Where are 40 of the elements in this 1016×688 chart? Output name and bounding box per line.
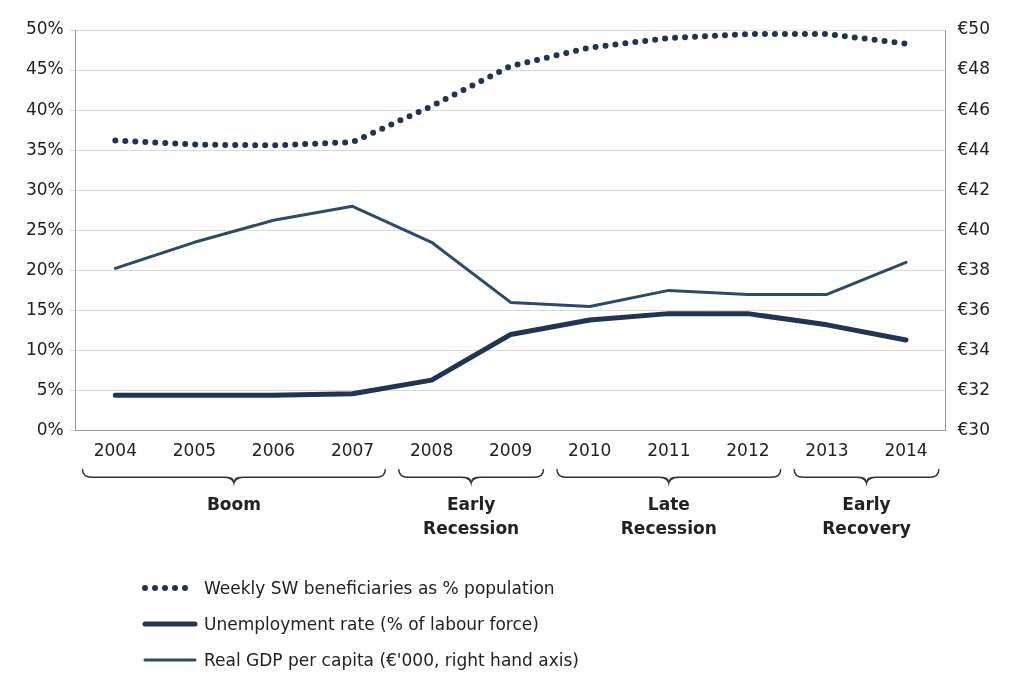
text: Early Recession [423, 493, 520, 538]
y2-tick-label: €48 [957, 58, 991, 79]
y2-tick-label: €46 [957, 98, 991, 119]
y-tick-label: 35% [25, 138, 64, 159]
y-tick-label: 25% [25, 218, 64, 239]
text: Early Recovery [822, 493, 911, 538]
y2-tick-label: €30 [957, 419, 991, 440]
y-tick-label: 20% [25, 258, 64, 279]
y-tick-label: 10% [25, 338, 64, 359]
x-tick-label: 2007 [330, 440, 375, 461]
y-tick-label: 40% [25, 98, 64, 119]
y-tick-label: 45% [25, 58, 64, 79]
x-tick-label: 2014 [884, 440, 928, 461]
x-tick-label: 2012 [726, 440, 770, 461]
x-tick-label: 2005 [172, 440, 217, 461]
text: Late Recession [620, 493, 717, 538]
y2-tick-label: €32 [957, 378, 991, 399]
y-tick-label: 15% [25, 298, 64, 319]
y2-tick-label: €42 [957, 178, 991, 199]
x-tick-label: 2006 [251, 440, 296, 461]
x-tick-label: 2009 [489, 440, 533, 461]
legend-label: Unemployment rate (% of labour force) [204, 614, 539, 634]
y2-tick-label: €36 [957, 298, 991, 319]
y-tick-label: 30% [25, 178, 64, 199]
x-tick-label: 2011 [647, 440, 691, 461]
x-tick-label: 2008 [409, 440, 454, 461]
x-tick-label: 2013 [805, 440, 849, 461]
y-tick-label: 0% [36, 419, 64, 440]
y2-tick-label: €50 [957, 18, 991, 39]
x-tick-label: 2004 [93, 440, 137, 461]
y2-tick-label: €40 [957, 218, 991, 239]
y-tick-label: 5% [36, 378, 64, 399]
y2-tick-label: €44 [957, 138, 991, 159]
legend-label: Weekly SW beneficiaries as % population [204, 578, 555, 598]
legend-label: Real GDP per capita (€'000, right hand axis) [204, 650, 579, 670]
text: Boom [206, 493, 261, 514]
y-tick-label: 50% [25, 18, 64, 39]
y2-tick-label: €34 [957, 338, 991, 359]
x-tick-label: 2010 [568, 440, 612, 461]
y2-tick-label: €38 [957, 258, 991, 279]
